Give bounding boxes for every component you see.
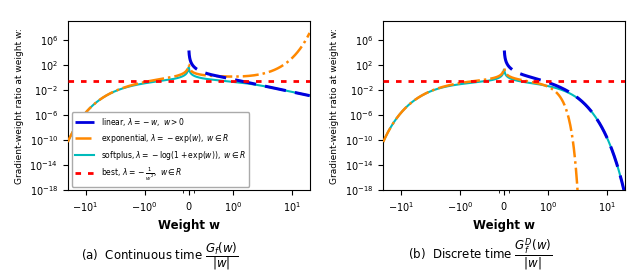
X-axis label: Weight w: Weight w	[473, 219, 535, 232]
Y-axis label: Gradient-weight ratio at weight w:: Gradient-weight ratio at weight w:	[330, 28, 339, 183]
Y-axis label: Gradient-weight ratio at weight w:: Gradient-weight ratio at weight w:	[15, 28, 24, 183]
Text: (a)  Continuous time $\dfrac{G_f(w)}{|w|}$: (a) Continuous time $\dfrac{G_f(w)}{|w|}…	[81, 240, 239, 272]
X-axis label: Weight w: Weight w	[157, 219, 220, 232]
Text: (b)  Discrete time $\dfrac{G_f^D(w)}{|w|}$: (b) Discrete time $\dfrac{G_f^D(w)}{|w|}…	[408, 236, 552, 272]
Legend: linear, $\lambda = -w,\ w > 0$, exponential, $\lambda = -\exp(w),\ w \in R$, sof: linear, $\lambda = -w,\ w > 0$, exponent…	[72, 112, 250, 187]
